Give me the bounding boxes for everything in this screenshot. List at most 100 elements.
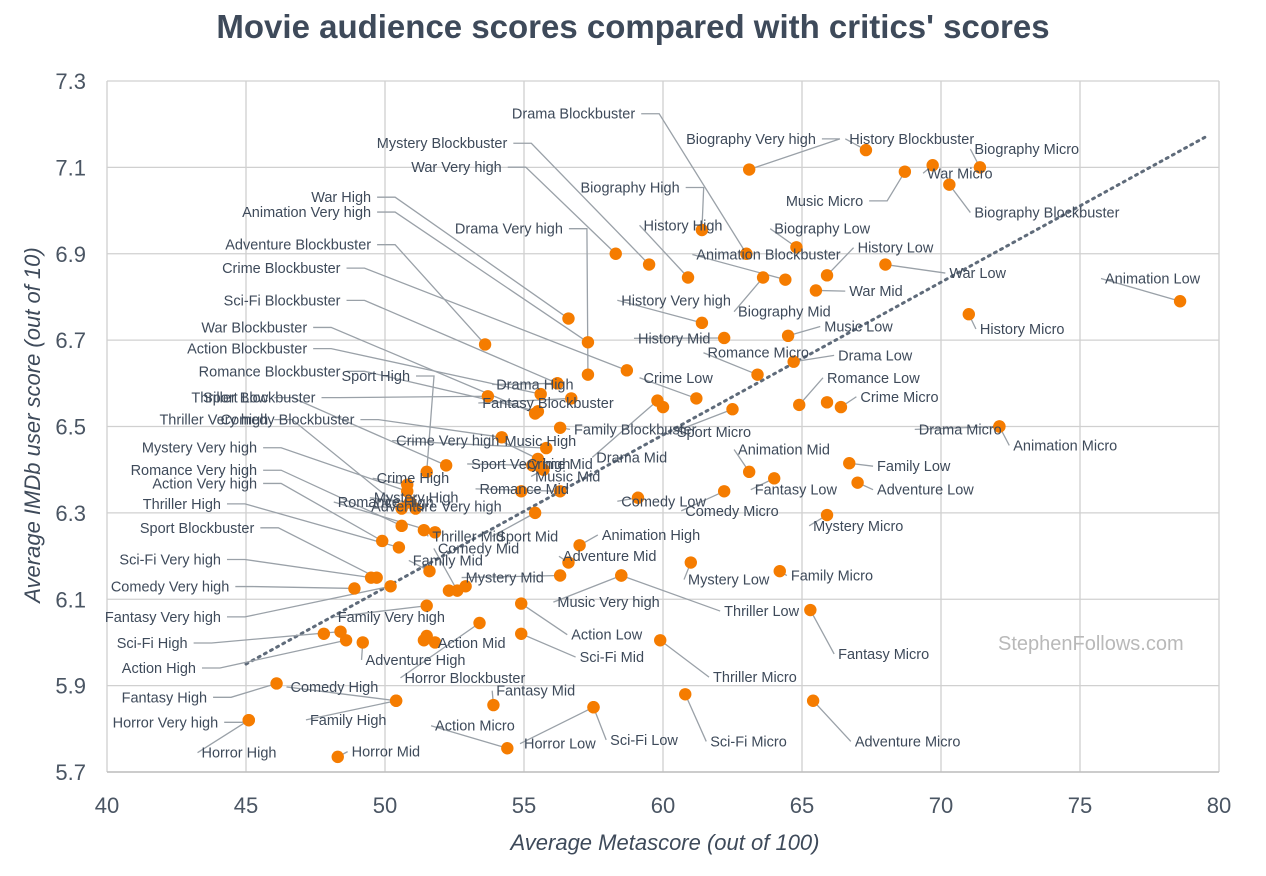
leader-line [1100,277,1181,302]
data-point [690,392,703,405]
leader-line [733,277,764,313]
leader-line [520,603,568,636]
data-point [348,582,361,595]
data-point [395,502,408,515]
data-point [790,241,803,254]
leader-line [263,469,402,527]
data-point [531,405,545,418]
point-label: Sport Mid [496,529,558,545]
data-point [428,636,442,649]
data-point [481,390,495,403]
data-point [534,387,547,401]
point-label: Comedy High [290,680,378,696]
point-label: Adventure Low [877,483,974,499]
data-point [717,331,731,345]
point-label: Romance Micro [707,346,809,362]
data-point [537,463,550,476]
data-point [695,316,709,330]
data-point [679,688,692,701]
data-point [993,420,1006,433]
leader-line [685,186,705,231]
leader-line [914,425,1000,431]
data-point [620,364,634,377]
leader-line [500,440,539,460]
point-label: Biography Micro [974,142,1079,158]
watermark: StephenFollows.com [998,633,1184,655]
data-point [501,742,514,755]
point-label: Crime High [377,471,450,487]
data-point [587,701,600,714]
data-point [859,143,873,157]
point-label: Sci-Fi Micro [710,734,787,750]
point-label: Adventure Blockbuster [225,238,371,254]
data-point [740,247,753,260]
leader-line [235,585,355,590]
point-label: Romance Low [827,371,920,387]
point-label: Fantasy Micro [838,647,929,663]
point-label: Romance Mid [480,482,569,498]
point-label: War Very high [411,160,502,176]
data-point [843,457,856,470]
data-point [356,636,369,649]
point-label: Sport High [342,369,411,385]
data-point [364,571,378,584]
point-label: Family Low [877,459,951,475]
point-label: War Mid [849,284,902,300]
point-label: Family Blockbuster [574,422,697,438]
data-point [487,698,500,712]
leader-line [492,382,558,386]
leader-line [621,574,721,612]
point-label: Animation Micro [1013,438,1117,454]
leader-line [748,138,841,171]
data-point [270,677,283,690]
point-label: History Low [858,241,934,257]
point-label: Action Blockbuster [187,342,307,358]
point-label: Adventure Mid [563,549,657,565]
leader-line [274,397,447,466]
point-label: Action High [122,661,196,677]
point-label: Drama Blockbuster [512,107,635,123]
point-label: Sport Very high [471,457,570,473]
point-label: Comedy Blockbuster [221,413,355,429]
leader-line [684,693,707,742]
y-tick-label: 6.1 [55,587,86,612]
leader-line [641,113,747,255]
leader-line [793,354,835,363]
tick-labels: 40 45 50 55 60 65 70 75 80 5.7 5.9 6.1 6.3 6.5 6.7 6.9 7… [55,69,1231,818]
y-tick-label: 7.3 [55,69,86,94]
point-label: Drama Low [838,348,913,364]
x-tick-label: 65 [790,793,814,818]
data-point [495,431,508,444]
leader-line [377,196,569,320]
data-point [684,556,697,569]
leader-line [197,719,250,754]
point-label: Crime Mid [527,457,593,473]
point-label: Thriller Mid [432,529,504,545]
data-point [654,634,667,647]
point-label: Drama Micro [919,422,1002,438]
point-label: Adventure Micro [855,734,961,750]
point-label: Thriller Blockbuster [191,391,315,407]
leader-line [305,700,397,721]
point-label: History Very high [621,293,731,309]
point-label: Crime Very high [396,434,499,450]
x-tick-label: 45 [234,793,258,818]
data-point [540,441,553,455]
data-point [473,616,486,630]
data-point [809,284,823,297]
point-label: Action Mid [438,636,506,652]
point-label: Sci-Fi Blockbuster [224,293,341,309]
data-point [742,163,756,176]
data-point [339,634,353,647]
point-label: Music Micro [786,194,863,210]
data-point [515,597,528,610]
point-label: Drama Mid [596,450,667,466]
grid-layer [106,80,1220,773]
data-point [834,400,848,414]
data-point [553,421,567,434]
data-point [742,465,756,479]
data-point [898,165,912,178]
leader-line [478,397,572,404]
data-point [420,465,433,479]
